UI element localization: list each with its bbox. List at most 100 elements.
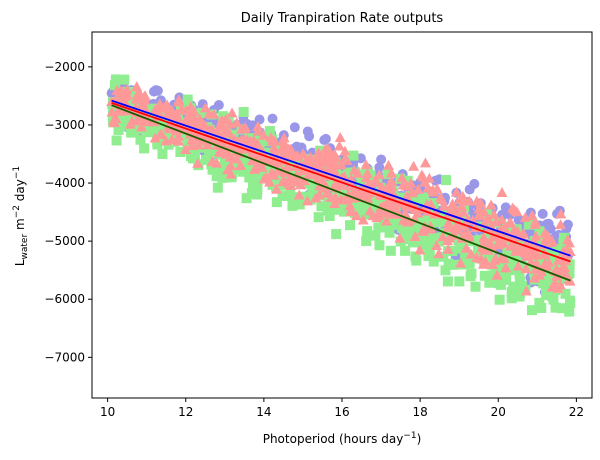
data-point	[526, 209, 538, 220]
data-point	[175, 103, 187, 114]
data-point	[504, 217, 516, 228]
data-point	[241, 148, 252, 159]
data-point	[525, 255, 537, 266]
data-point	[161, 109, 173, 120]
data-point	[530, 230, 542, 241]
x-tick-label: 20	[491, 405, 506, 419]
data-point	[380, 215, 392, 226]
data-point	[444, 232, 456, 243]
data-point	[440, 206, 451, 217]
data-point	[305, 194, 316, 205]
data-point	[166, 134, 178, 145]
data-point	[530, 246, 542, 257]
data-point	[537, 208, 548, 219]
data-point	[211, 157, 223, 168]
data-point	[400, 245, 411, 256]
data-point	[313, 212, 324, 223]
data-point	[302, 126, 313, 137]
data-point	[523, 219, 534, 230]
data-point	[473, 247, 484, 258]
y-tick-label: −6000	[44, 292, 85, 306]
data-point	[258, 168, 269, 179]
data-point	[312, 147, 324, 158]
data-point	[416, 169, 428, 180]
data-point	[194, 113, 206, 124]
y-axis-label: Lwater m−2 day−1	[12, 166, 30, 266]
y-tick-label: −5000	[44, 234, 85, 248]
data-point	[238, 107, 249, 118]
data-point	[479, 270, 490, 281]
data-point	[469, 178, 480, 189]
data-point	[545, 236, 557, 247]
data-point	[182, 94, 193, 105]
data-point	[558, 232, 569, 243]
data-point	[325, 191, 337, 202]
data-point	[414, 244, 426, 255]
data-point	[305, 175, 316, 186]
data-point	[522, 245, 534, 256]
data-point	[367, 210, 379, 221]
data-point	[325, 163, 337, 174]
data-point	[387, 201, 399, 212]
data-point	[405, 177, 417, 188]
data-point	[284, 172, 296, 183]
chart-title: Daily Tranpiration Rate outputs	[241, 11, 444, 26]
data-point	[339, 152, 351, 163]
data-point	[272, 142, 283, 153]
data-point	[419, 192, 430, 203]
data-point	[555, 219, 567, 230]
data-point	[334, 131, 346, 142]
data-point	[550, 302, 561, 313]
data-point	[252, 138, 264, 149]
data-point	[552, 278, 563, 289]
data-point	[293, 189, 305, 200]
data-point	[135, 134, 146, 145]
data-point	[417, 240, 428, 251]
data-point	[352, 186, 364, 197]
data-point	[536, 303, 547, 314]
data-point	[212, 182, 223, 193]
data-point	[409, 230, 421, 241]
data-point	[356, 202, 367, 213]
data-point	[155, 123, 166, 134]
data-point	[410, 251, 421, 262]
data-point	[188, 153, 199, 164]
data-point	[402, 175, 413, 186]
data-point	[541, 229, 553, 240]
data-point	[270, 183, 282, 194]
y-tick-label: −3000	[44, 118, 85, 132]
data-point	[440, 175, 451, 186]
data-point	[370, 230, 381, 241]
data-point	[437, 231, 449, 242]
data-point	[330, 204, 341, 215]
data-point	[523, 261, 534, 272]
x-tick-label: 10	[100, 405, 115, 419]
data-point	[264, 126, 275, 137]
data-point	[316, 201, 327, 212]
data-point	[361, 236, 372, 247]
data-point	[110, 74, 121, 85]
data-point	[308, 184, 319, 195]
data-point	[143, 116, 155, 127]
data-point	[448, 259, 459, 270]
data-point	[147, 103, 158, 114]
data-point	[126, 89, 137, 100]
data-point	[350, 210, 362, 221]
data-point	[488, 270, 499, 281]
data-point	[228, 129, 239, 140]
data-point	[111, 135, 122, 146]
data-point	[265, 132, 277, 143]
data-point	[186, 106, 198, 117]
data-point	[534, 297, 545, 308]
data-point	[527, 305, 538, 316]
data-point	[359, 187, 371, 198]
data-point	[109, 80, 120, 91]
data-point	[331, 229, 342, 240]
data-point	[484, 277, 495, 288]
data-point	[199, 102, 211, 113]
data-point	[285, 143, 297, 154]
data-point	[352, 167, 364, 178]
data-point	[500, 262, 512, 273]
data-point	[433, 236, 444, 247]
data-point	[406, 227, 417, 238]
